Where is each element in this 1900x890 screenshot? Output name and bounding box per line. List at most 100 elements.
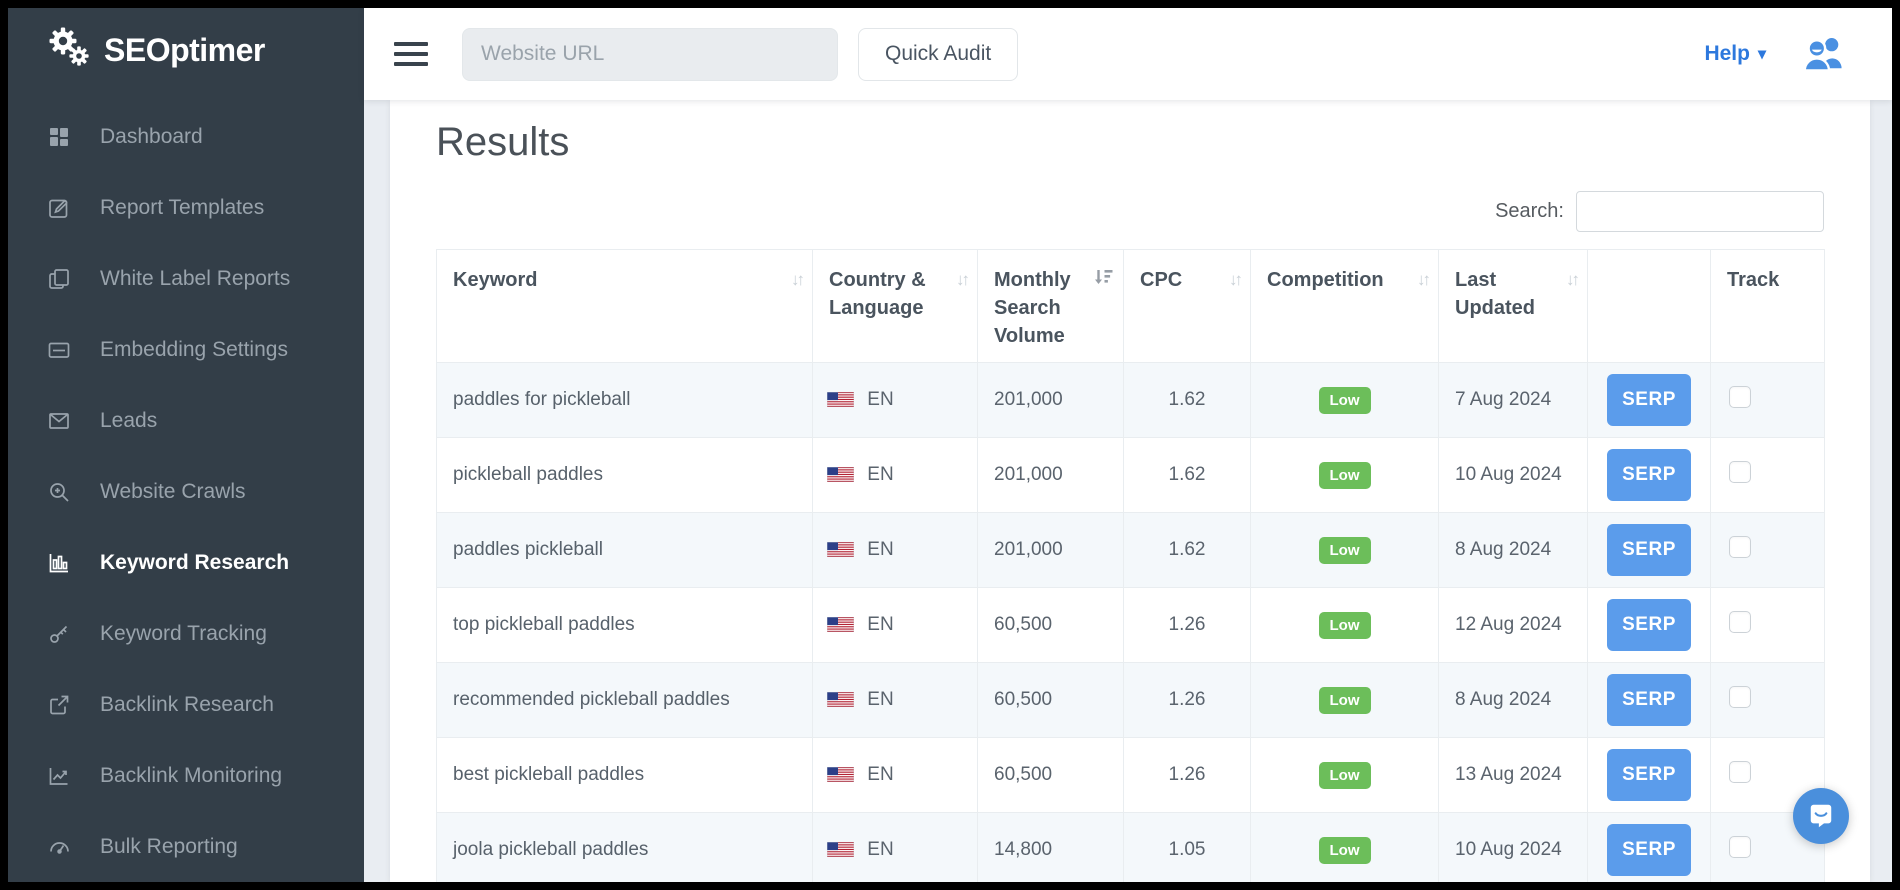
- main-area: Quick Audit Help ▾: [364, 8, 1892, 882]
- table-row: paddles for pickleball EN 201,000 1.62: [436, 362, 1825, 438]
- track-checkbox[interactable]: [1729, 761, 1751, 783]
- track-cell: [1710, 437, 1825, 513]
- competition-badge: Low: [1318, 611, 1371, 639]
- external-link-icon: [46, 692, 72, 718]
- us-flag-icon: [826, 541, 855, 558]
- sidebar-item-website-crawls[interactable]: Website Crawls: [8, 456, 364, 527]
- account-users-icon[interactable]: [1802, 34, 1848, 74]
- line-chart-icon: [46, 763, 72, 789]
- sidebar-item-keyword-research[interactable]: Keyword Research: [8, 527, 364, 598]
- cpc-cell: 1.62: [1123, 362, 1251, 438]
- sidebar-item-dashboard[interactable]: Dashboard: [8, 101, 364, 172]
- content-area: Results Search: Keyword ↓↑: [364, 100, 1892, 882]
- table-row: recommended pickleball paddles EN 60,500…: [436, 662, 1825, 738]
- cpc-cell: 1.62: [1123, 512, 1251, 588]
- bar-chart-icon: [46, 550, 72, 576]
- chat-widget-button[interactable]: [1793, 788, 1849, 844]
- serp-cell: SERP: [1587, 362, 1711, 438]
- serp-cell: SERP: [1587, 512, 1711, 588]
- topbar: Quick Audit Help ▾: [364, 8, 1892, 100]
- sidebar-nav: Dashboard Report Templates White Label R…: [8, 93, 364, 882]
- table-row: best pickleball paddles EN 60,500 1.26: [436, 737, 1825, 813]
- volume-cell: 14,800: [977, 812, 1124, 882]
- last-updated-cell: 10 Aug 2024: [1438, 437, 1588, 513]
- sort-icon: ↓↑: [791, 270, 805, 289]
- sort-icon: ↓↑: [1566, 270, 1580, 289]
- sidebar-item-leads[interactable]: Leads: [8, 385, 364, 456]
- volume-cell: 201,000: [977, 512, 1124, 588]
- sidebar-item-bulk-reporting[interactable]: Bulk Reporting: [8, 811, 364, 882]
- keyword-cell: recommended pickleball paddles: [436, 662, 813, 738]
- brand-name: SEOptimer: [104, 32, 265, 68]
- keyword-cell: top pickleball paddles: [436, 587, 813, 663]
- serp-button[interactable]: SERP: [1607, 674, 1691, 726]
- track-checkbox[interactable]: [1729, 536, 1751, 558]
- track-checkbox[interactable]: [1729, 836, 1751, 858]
- serp-button[interactable]: SERP: [1607, 374, 1691, 426]
- us-flag-icon: [826, 616, 855, 633]
- column-header-competition[interactable]: Competition ↓↑: [1250, 249, 1439, 363]
- column-header-last-updated[interactable]: Last Updated ↓↑: [1438, 249, 1588, 363]
- competition-badge: Low: [1318, 386, 1371, 414]
- competition-badge: Low: [1318, 761, 1371, 789]
- sidebar-item-backlink-monitoring[interactable]: Backlink Monitoring: [8, 740, 364, 811]
- keyword-cell: paddles for pickleball: [436, 362, 813, 438]
- competition-cell: Low: [1250, 437, 1439, 513]
- track-cell: [1710, 512, 1825, 588]
- serp-button[interactable]: SERP: [1607, 599, 1691, 651]
- search-plus-icon: [46, 479, 72, 505]
- sort-icon: ↓↑: [1229, 270, 1243, 289]
- serp-button[interactable]: SERP: [1607, 749, 1691, 801]
- volume-cell: 60,500: [977, 587, 1124, 663]
- quick-audit-button[interactable]: Quick Audit: [858, 27, 1019, 81]
- sort-icon: ↓↑: [1417, 270, 1431, 289]
- track-cell: [1710, 812, 1825, 882]
- serp-cell: SERP: [1587, 737, 1711, 813]
- sidebar-item-embedding-settings[interactable]: Embedding Settings: [8, 314, 364, 385]
- help-menu[interactable]: Help ▾: [1704, 42, 1766, 66]
- track-checkbox[interactable]: [1729, 461, 1751, 483]
- country-language-cell: EN: [812, 437, 978, 513]
- website-url-input[interactable]: [462, 27, 838, 81]
- cpc-cell: 1.05: [1123, 812, 1251, 882]
- country-language-cell: EN: [812, 512, 978, 588]
- cpc-cell: 1.26: [1123, 662, 1251, 738]
- track-checkbox[interactable]: [1729, 686, 1751, 708]
- table-row: paddles pickleball EN 201,000 1.62: [436, 512, 1825, 588]
- column-header-country-language[interactable]: Country & Language ↓↑: [812, 249, 978, 363]
- search-input[interactable]: [1576, 191, 1824, 232]
- sidebar-item-backlink-research[interactable]: Backlink Research: [8, 669, 364, 740]
- volume-cell: 60,500: [977, 737, 1124, 813]
- sidebar-item-keyword-tracking[interactable]: Keyword Tracking: [8, 598, 364, 669]
- serp-button[interactable]: SERP: [1607, 824, 1691, 876]
- last-updated-cell: 13 Aug 2024: [1438, 737, 1588, 813]
- serp-button[interactable]: SERP: [1607, 524, 1691, 576]
- copy-icon: [46, 266, 72, 292]
- competition-badge: Low: [1318, 836, 1371, 864]
- serp-cell: SERP: [1587, 812, 1711, 882]
- embed-card-icon: [46, 337, 72, 363]
- sidebar-item-white-label-reports[interactable]: White Label Reports: [8, 243, 364, 314]
- column-header-cpc[interactable]: CPC ↓↑: [1123, 249, 1251, 363]
- track-checkbox[interactable]: [1729, 386, 1751, 408]
- results-table-body: paddles for pickleball EN 201,000 1.62: [436, 362, 1825, 882]
- sidebar-item-report-templates[interactable]: Report Templates: [8, 172, 364, 243]
- keyword-cell: best pickleball paddles: [436, 737, 813, 813]
- column-header-keyword[interactable]: Keyword ↓↑: [436, 249, 813, 363]
- table-row: top pickleball paddles EN 60,500 1.26: [436, 587, 1825, 663]
- cpc-cell: 1.26: [1123, 587, 1251, 663]
- column-header-monthly-search-volume[interactable]: Monthly Search Volume ↓↑: [977, 249, 1124, 363]
- track-cell: [1710, 587, 1825, 663]
- serp-button[interactable]: SERP: [1607, 449, 1691, 501]
- country-language-cell: EN: [812, 587, 978, 663]
- keyword-cell: pickleball paddles: [436, 437, 813, 513]
- chevron-down-icon: ▾: [1757, 46, 1766, 63]
- brand-logo[interactable]: SEOptimer: [8, 8, 364, 93]
- envelope-icon: [46, 408, 72, 434]
- menu-toggle-button[interactable]: [394, 40, 430, 68]
- table-row: joola pickleball paddles EN 14,800 1.05: [436, 812, 1825, 882]
- last-updated-cell: 8 Aug 2024: [1438, 662, 1588, 738]
- track-checkbox[interactable]: [1729, 611, 1751, 633]
- us-flag-icon: [826, 841, 855, 858]
